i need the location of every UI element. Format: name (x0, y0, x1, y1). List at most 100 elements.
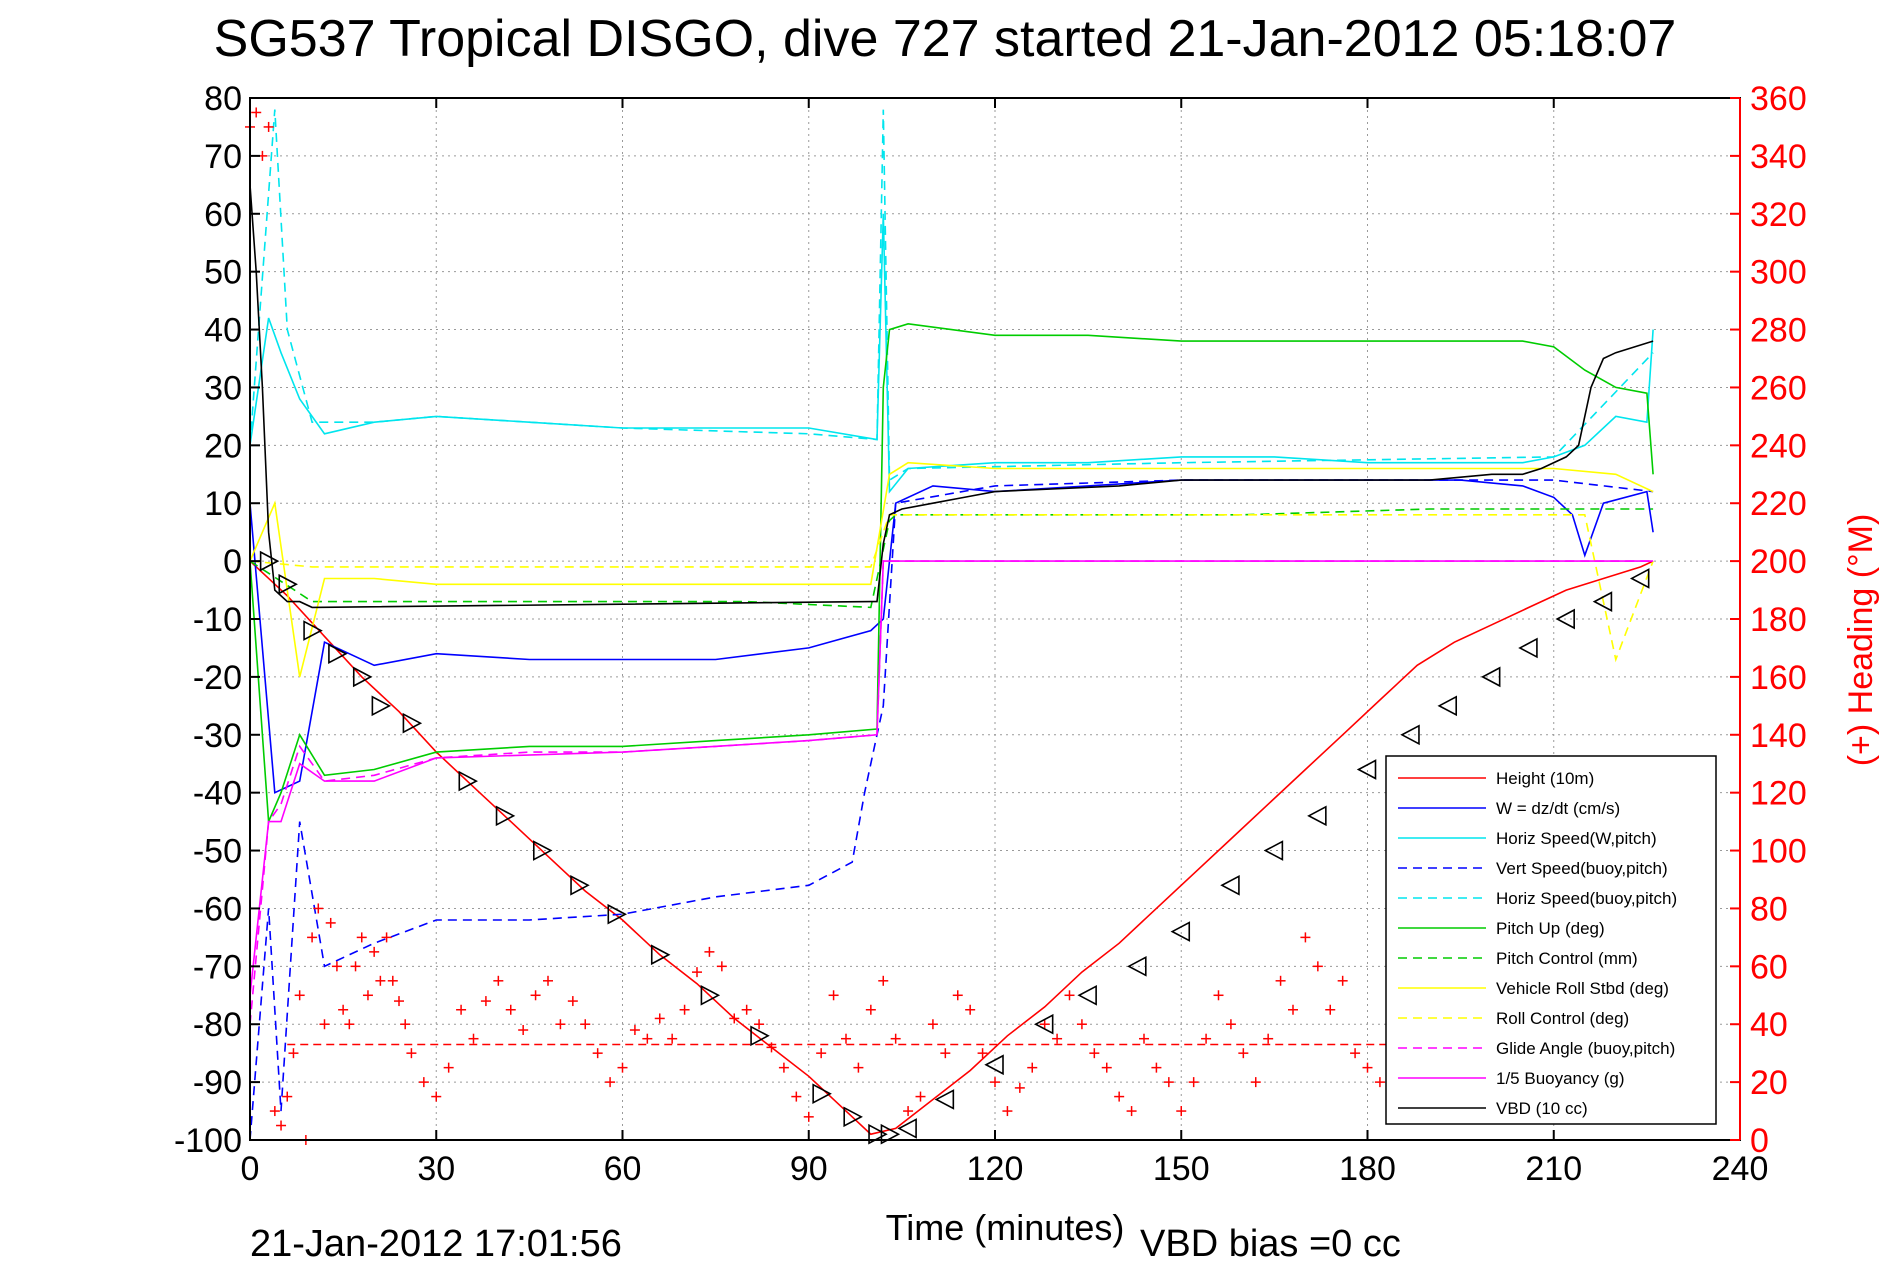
legend-label-5: Pitch Up (deg) (1496, 919, 1605, 938)
legend: Height (10m) W = dz/dt (cm/s) Horiz Speed(… (1385, 755, 1717, 1125)
heading-point-86 (1151, 1062, 1162, 1073)
series-line-10 (249, 560, 1654, 996)
dive-marker-5 (371, 695, 392, 717)
heading-point-6 (282, 1091, 293, 1102)
chart-title: SG537 Tropical DISGO, dive 727 started 2… (214, 10, 1677, 68)
legend-box (1385, 755, 1717, 1125)
dive-marker-35 (1592, 591, 1613, 612)
y-tick-label-6: 20 (204, 427, 242, 465)
heading-point-24 (394, 996, 404, 1007)
dive-marker-31 (1437, 695, 1458, 717)
heading-point-28 (431, 1091, 442, 1102)
heading-point-47 (667, 1033, 678, 1044)
series-line-11 (249, 184, 1654, 609)
heading-point-13 (325, 917, 336, 928)
heading-point-26 (406, 1048, 417, 1059)
legend-label-7: Vehicle Roll Stbd (deg) (1496, 979, 1669, 998)
heading-point-87 (1163, 1077, 1174, 1088)
heading-point-85 (1139, 1033, 1149, 1044)
dive-marker-8 (495, 805, 516, 827)
x-axis-label: Time (minutes) (886, 1207, 1125, 1248)
dive-marker-25 (1170, 921, 1191, 942)
heading-point-11 (313, 903, 324, 914)
y-tick-label-13: -50 (193, 833, 242, 871)
heading-point-19 (362, 990, 373, 1001)
heading-point-102 (1350, 1048, 1361, 1059)
heading-point-25 (400, 1019, 411, 1030)
dive-marker-21 (984, 1054, 1004, 1076)
dive-marker-34 (1555, 608, 1575, 630)
dive-marker-6 (402, 712, 423, 734)
heading-point-32 (480, 996, 491, 1007)
heading-point-104 (1374, 1077, 1385, 1088)
x-tick-label-1: 30 (417, 1150, 455, 1188)
x-tick-label-2: 60 (604, 1150, 642, 1188)
heading-point-62 (853, 1062, 864, 1073)
heading-point-27 (418, 1077, 429, 1088)
y-tick-label-10: -20 (193, 659, 242, 697)
dive-marker-9 (532, 840, 553, 861)
heading-point-43 (617, 1062, 628, 1073)
x-tick-label-3: 90 (790, 1150, 828, 1188)
y2-axis-label: (+) Heading (°M) (1842, 514, 1880, 767)
heading-point-95 (1263, 1033, 1274, 1044)
legend-label-10: 1/5 Buoyancy (g) (1496, 1069, 1625, 1088)
heading-point-53 (741, 1004, 752, 1015)
heading-point-40 (580, 1019, 591, 1030)
vbd-bias-label: VBD bias =0 cc (1140, 1223, 1401, 1262)
heading-point-1 (251, 107, 262, 118)
heading-point-77 (1039, 1019, 1050, 1030)
y2-tick-label-1: 340 (1750, 138, 1807, 176)
heading-point-72 (977, 1048, 988, 1059)
y-tick-label-0: 80 (204, 80, 242, 118)
x-tick-label-8: 240 (1712, 1150, 1769, 1188)
dive-marker-7 (458, 770, 479, 792)
series-line-3 (249, 479, 1654, 1141)
y2-tick-label-3: 300 (1750, 254, 1807, 292)
heading-point-58 (803, 1111, 814, 1122)
dive-marker-0 (259, 550, 280, 572)
y2-tick-label-13: 100 (1750, 833, 1807, 871)
dive-marker-22 (1033, 1013, 1054, 1035)
heading-point-80 (1076, 1019, 1087, 1030)
dive-marker-3 (328, 643, 348, 665)
y2-tick-label-7: 220 (1750, 485, 1807, 523)
heading-point-59 (816, 1048, 827, 1059)
heading-point-16 (344, 1019, 355, 1030)
heading-point-44 (629, 1025, 640, 1036)
heading-point-82 (1101, 1062, 1112, 1073)
heading-point-94 (1250, 1077, 1261, 1088)
series-line-0 (249, 560, 1654, 1136)
dive-marker-10 (570, 874, 590, 896)
heading-point-64 (878, 975, 889, 986)
legend-label-6: Pitch Control (mm) (1496, 949, 1638, 968)
y-tick-label-12: -40 (193, 775, 242, 813)
heading-point-46 (654, 1013, 665, 1024)
heading-point-22 (381, 932, 392, 943)
y2-tick-label-8: 200 (1750, 543, 1807, 581)
heading-point-67 (915, 1091, 926, 1102)
y2-tick-label-14: 80 (1750, 890, 1788, 928)
y2-tick-label-0: 360 (1750, 80, 1807, 118)
dive-marker-36 (1629, 568, 1650, 589)
y2-tick-label-4: 280 (1750, 312, 1807, 350)
heading-point-57 (791, 1091, 802, 1102)
y-tick-label-5: 30 (204, 369, 242, 407)
y-tick-label-7: 10 (204, 485, 242, 523)
heading-point-35 (518, 1025, 529, 1036)
y2-tick-label-16: 40 (1750, 1006, 1788, 1044)
series-line-2 (249, 213, 1654, 494)
y-tick-label-3: 50 (204, 254, 242, 292)
dive-marker-4 (352, 666, 373, 688)
heading-point-30 (456, 1004, 467, 1015)
heading-point-17 (350, 961, 361, 972)
y2-tick-label-12: 120 (1750, 775, 1807, 813)
axis-ticks: 0 30 60 90 120 150 180 210 24080706050403020100-… (174, 80, 1807, 1188)
heading-point-31 (468, 1033, 479, 1044)
heading-point-4 (269, 1106, 280, 1117)
series-line-4 (249, 109, 1654, 482)
y2-tick-label-9: 180 (1750, 601, 1807, 639)
y-tick-label-11: -30 (193, 717, 242, 755)
heading-point-23 (387, 975, 398, 986)
legend-label-8: Roll Control (deg) (1496, 1009, 1629, 1028)
